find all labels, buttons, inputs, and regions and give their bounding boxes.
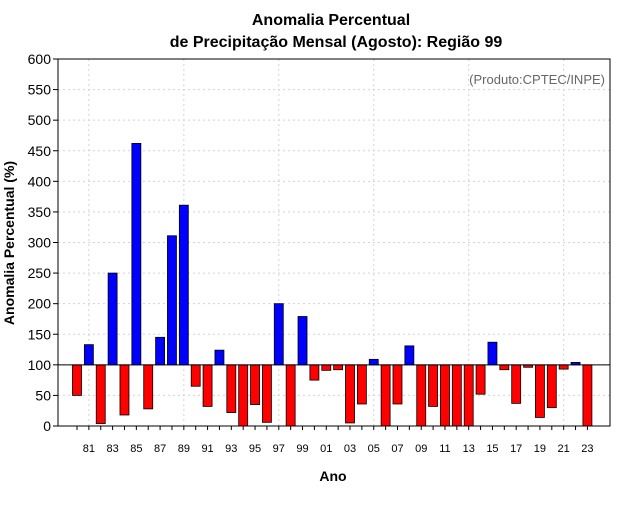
- bar-85: [131, 143, 142, 366]
- bar-87: [155, 336, 165, 366]
- y-tick-label: 500: [28, 112, 52, 128]
- bar-15: [487, 341, 498, 366]
- x-tick-label: 83: [106, 443, 118, 455]
- bar-92: [214, 349, 225, 366]
- bar-20: [546, 364, 557, 409]
- y-tick-label: 200: [28, 296, 52, 312]
- bar-21: [558, 364, 569, 370]
- bar-11: [440, 364, 450, 427]
- bar-81: [83, 344, 94, 366]
- bar-03: [345, 364, 355, 424]
- bar-83: [107, 272, 118, 366]
- bar-94: [238, 364, 249, 427]
- y-tick-label: 50: [35, 387, 51, 403]
- bar-05: [368, 358, 379, 366]
- x-tick-label: 17: [510, 443, 522, 455]
- bar-80: [72, 364, 82, 396]
- y-tick-label: 250: [28, 265, 52, 281]
- bar-02: [333, 364, 344, 371]
- bar-06: [380, 364, 391, 427]
- x-tick-label: 01: [320, 443, 332, 455]
- chart-title-line1: Anomalia Percentual: [252, 12, 410, 29]
- bar-97: [273, 303, 284, 366]
- y-tick-label: 150: [28, 326, 52, 342]
- x-tick-label: 11: [439, 443, 450, 455]
- bars: [72, 143, 593, 427]
- bar-13: [463, 364, 474, 427]
- bar-98: [285, 364, 296, 427]
- bar-96: [262, 364, 272, 423]
- x-tick-label: 23: [581, 443, 593, 455]
- x-tick-label: 89: [178, 443, 190, 455]
- y-tick-label: 0: [43, 418, 51, 434]
- bar-16: [499, 364, 510, 371]
- bar-08: [404, 345, 415, 366]
- x-tick-label: 21: [558, 443, 570, 455]
- bar-88: [167, 235, 177, 366]
- x-tick-label: 19: [534, 443, 546, 455]
- bar-12: [451, 364, 462, 427]
- bar-89: [178, 204, 189, 366]
- bar-10: [428, 364, 439, 407]
- x-tick-label: 97: [273, 443, 285, 455]
- bar-91: [202, 364, 213, 407]
- bar-04: [356, 364, 367, 405]
- x-tick-label: 09: [415, 443, 427, 455]
- bar-82: [95, 364, 106, 424]
- x-tick-label: 85: [130, 443, 142, 455]
- bar-93: [226, 364, 237, 413]
- y-tick-label: 350: [28, 204, 52, 220]
- y-tick-label: 100: [28, 357, 52, 373]
- y-tick-label: 300: [28, 235, 52, 251]
- y-axis-label: Anomalia Percentual (%): [1, 161, 17, 325]
- bar-09: [416, 364, 427, 427]
- x-tick-label: 81: [83, 443, 95, 455]
- x-tick-label: 93: [225, 443, 237, 455]
- x-tick-label: 03: [344, 443, 356, 455]
- credit-label: (Produto:CPTEC/INPE): [469, 72, 605, 87]
- x-tick-label: 15: [486, 443, 498, 455]
- x-tick-label: 99: [296, 443, 308, 455]
- bar-84: [119, 364, 130, 416]
- bar-90: [190, 364, 201, 387]
- bar-14: [475, 364, 486, 395]
- y-tick-label: 600: [28, 51, 52, 67]
- bar-07: [392, 364, 403, 405]
- bar-86: [143, 364, 154, 410]
- y-tick-label: 450: [28, 143, 52, 159]
- bar-00: [309, 364, 320, 381]
- bar-99: [297, 316, 308, 366]
- x-tick-label: 95: [249, 443, 261, 455]
- y-tick-label: 550: [28, 82, 52, 98]
- x-axis-label: Ano: [319, 468, 346, 484]
- bar-19: [535, 364, 545, 418]
- bar-17: [511, 364, 522, 404]
- x-tick-label: 91: [201, 443, 213, 455]
- bar-01: [321, 364, 332, 371]
- y-tick-label: 400: [28, 173, 52, 189]
- x-tick-label: 87: [154, 443, 166, 455]
- x-tick-label: 07: [391, 443, 403, 455]
- x-tick-label: 05: [368, 443, 380, 455]
- x-tick-label: 13: [463, 443, 475, 455]
- bar-23: [582, 364, 593, 427]
- bar-95: [250, 364, 260, 405]
- chart-title-line2: de Precipitação Mensal (Agosto): Região …: [170, 34, 503, 51]
